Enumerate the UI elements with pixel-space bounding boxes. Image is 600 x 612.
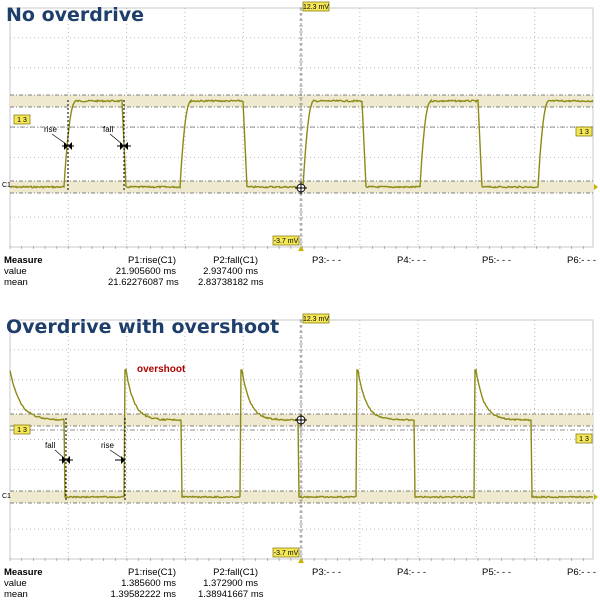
measure-arrowhead (124, 142, 128, 150)
measure-header-label: Measure (4, 567, 43, 578)
channel-label: C1 (2, 493, 11, 500)
left-trigger-level-tag-box (13, 114, 31, 125)
scope-panel-no-overdrive: rise fall 12.3 mV -3.7 mV 1 3 1 3 C1 No overdr… (0, 0, 600, 300)
fall-leader-line (109, 133, 123, 145)
right-trigger-level-tag: 1 3 (579, 129, 589, 136)
measure-header-row: Measure P1:rise(C1) P2:fall(C1) P3:- - -… (0, 567, 600, 579)
measure-arrowhead (68, 142, 72, 150)
measure-p2-mean: 2.83738182 ms (198, 277, 264, 288)
measure-arrowhead (62, 456, 66, 464)
measure-arrowhead (120, 142, 124, 150)
right-trigger-level-tag: 1 3 (579, 436, 589, 443)
waveform-trace (9, 368, 594, 499)
measure-p1-mean: 21.62276087 ms (108, 277, 179, 288)
measure-value-label: value (4, 266, 27, 277)
panel-title: Overdrive with overshoot (6, 316, 280, 338)
measure-mean-row: mean 21.62276087 ms 2.83738182 ms (0, 277, 600, 289)
overshoot-label: overshoot (137, 364, 186, 375)
trigger-position-marker (298, 558, 304, 563)
measure-p1-header[interactable]: P1:rise(C1) (127, 567, 176, 578)
left-trigger-level-tag: 1 3 (17, 427, 27, 434)
measure-p1-mean: 1.39582222 ms (110, 589, 177, 600)
measure-mean-label: mean (4, 277, 28, 288)
top-voltage-tag: 12.3 mV (303, 316, 329, 323)
bottom-voltage-tag-box (272, 547, 300, 558)
measure-p6-header[interactable]: P6:- - - (567, 567, 597, 578)
measure-p1-header[interactable]: P1:rise(C1) (127, 255, 176, 266)
measure-value-row: value 1.385600 ms 1.372900 ms (0, 578, 600, 590)
top-voltage-tag: 12.3 mV (303, 4, 329, 11)
annotation-fall: fall (45, 441, 55, 450)
measure-value-row: value 21.905600 ms 2.937400 ms (0, 266, 600, 278)
bottom-voltage-tag: -3.7 mV (274, 238, 299, 245)
annotation-rise: rise (44, 125, 57, 134)
measure-p2-mean: 1.38941667 ms (198, 589, 264, 600)
measure-p5-header[interactable]: P5:- - - (482, 255, 512, 266)
measure-p3-header[interactable]: P3:- - - (312, 255, 342, 266)
right-trigger-level-tag-box (575, 126, 593, 137)
right-offset-marker (594, 184, 598, 190)
channel-label: C1 (2, 182, 11, 189)
annotation-rise: rise (101, 441, 114, 450)
waveform-display: fall rise overshoot 12.3 mV -3.7 mV 1 3 1 3 C1 (2, 313, 598, 563)
measure-mean-label: mean (4, 589, 28, 600)
right-offset-marker (594, 494, 598, 500)
waveform-display: rise fall 12.3 mV -3.7 mV 1 3 1 3 C1 (2, 1, 598, 251)
measure-p1-value: 21.905600 ms (115, 266, 176, 277)
measure-table: Measure P1:rise(C1) P2:fall(C1) P3:- - -… (0, 255, 600, 299)
measure-p5-header[interactable]: P5:- - - (482, 567, 512, 578)
measure-mean-row: mean 1.39582222 ms 1.38941667 ms (0, 589, 600, 601)
rise-leader-line (51, 133, 67, 145)
measure-header-row: Measure P1:rise(C1) P2:fall(C1) P3:- - -… (0, 255, 600, 267)
measure-value-label: value (4, 578, 27, 589)
bottom-voltage-tag-box (272, 235, 300, 246)
fall-leader-line (54, 449, 65, 459)
measure-arrowhead (66, 456, 70, 464)
measure-p6-header[interactable]: P6:- - - (567, 255, 597, 266)
bottom-voltage-tag: -3.7 mV (274, 550, 299, 557)
annotation-fall: fall (103, 125, 113, 134)
left-trigger-level-tag: 1 3 (17, 117, 27, 124)
top-voltage-tag-box (302, 313, 330, 324)
panel-title: No overdrive (6, 4, 145, 26)
measure-table: Measure P1:rise(C1) P2:fall(C1) P3:- - -… (0, 567, 600, 611)
measure-p2-header[interactable]: P2:fall(C1) (213, 567, 258, 578)
trigger-position-marker (298, 246, 304, 251)
rise-leader-line (109, 449, 123, 459)
left-trigger-level-tag-box (13, 424, 31, 435)
measure-header-label: Measure (4, 255, 43, 266)
right-trigger-level-tag-box (575, 433, 593, 444)
measure-p2-header[interactable]: P2:fall(C1) (213, 255, 258, 266)
measure-p2-value: 1.372900 ms (203, 578, 258, 589)
measure-arrowhead (64, 142, 68, 150)
measure-p3-header[interactable]: P3:- - - (312, 567, 342, 578)
measure-p2-value: 2.937400 ms (203, 266, 258, 277)
measure-p4-header[interactable]: P4:- - - (397, 567, 427, 578)
measure-p1-value: 1.385600 ms (121, 578, 176, 589)
measure-p4-header[interactable]: P4:- - - (397, 255, 427, 266)
top-voltage-tag-box (302, 1, 330, 12)
